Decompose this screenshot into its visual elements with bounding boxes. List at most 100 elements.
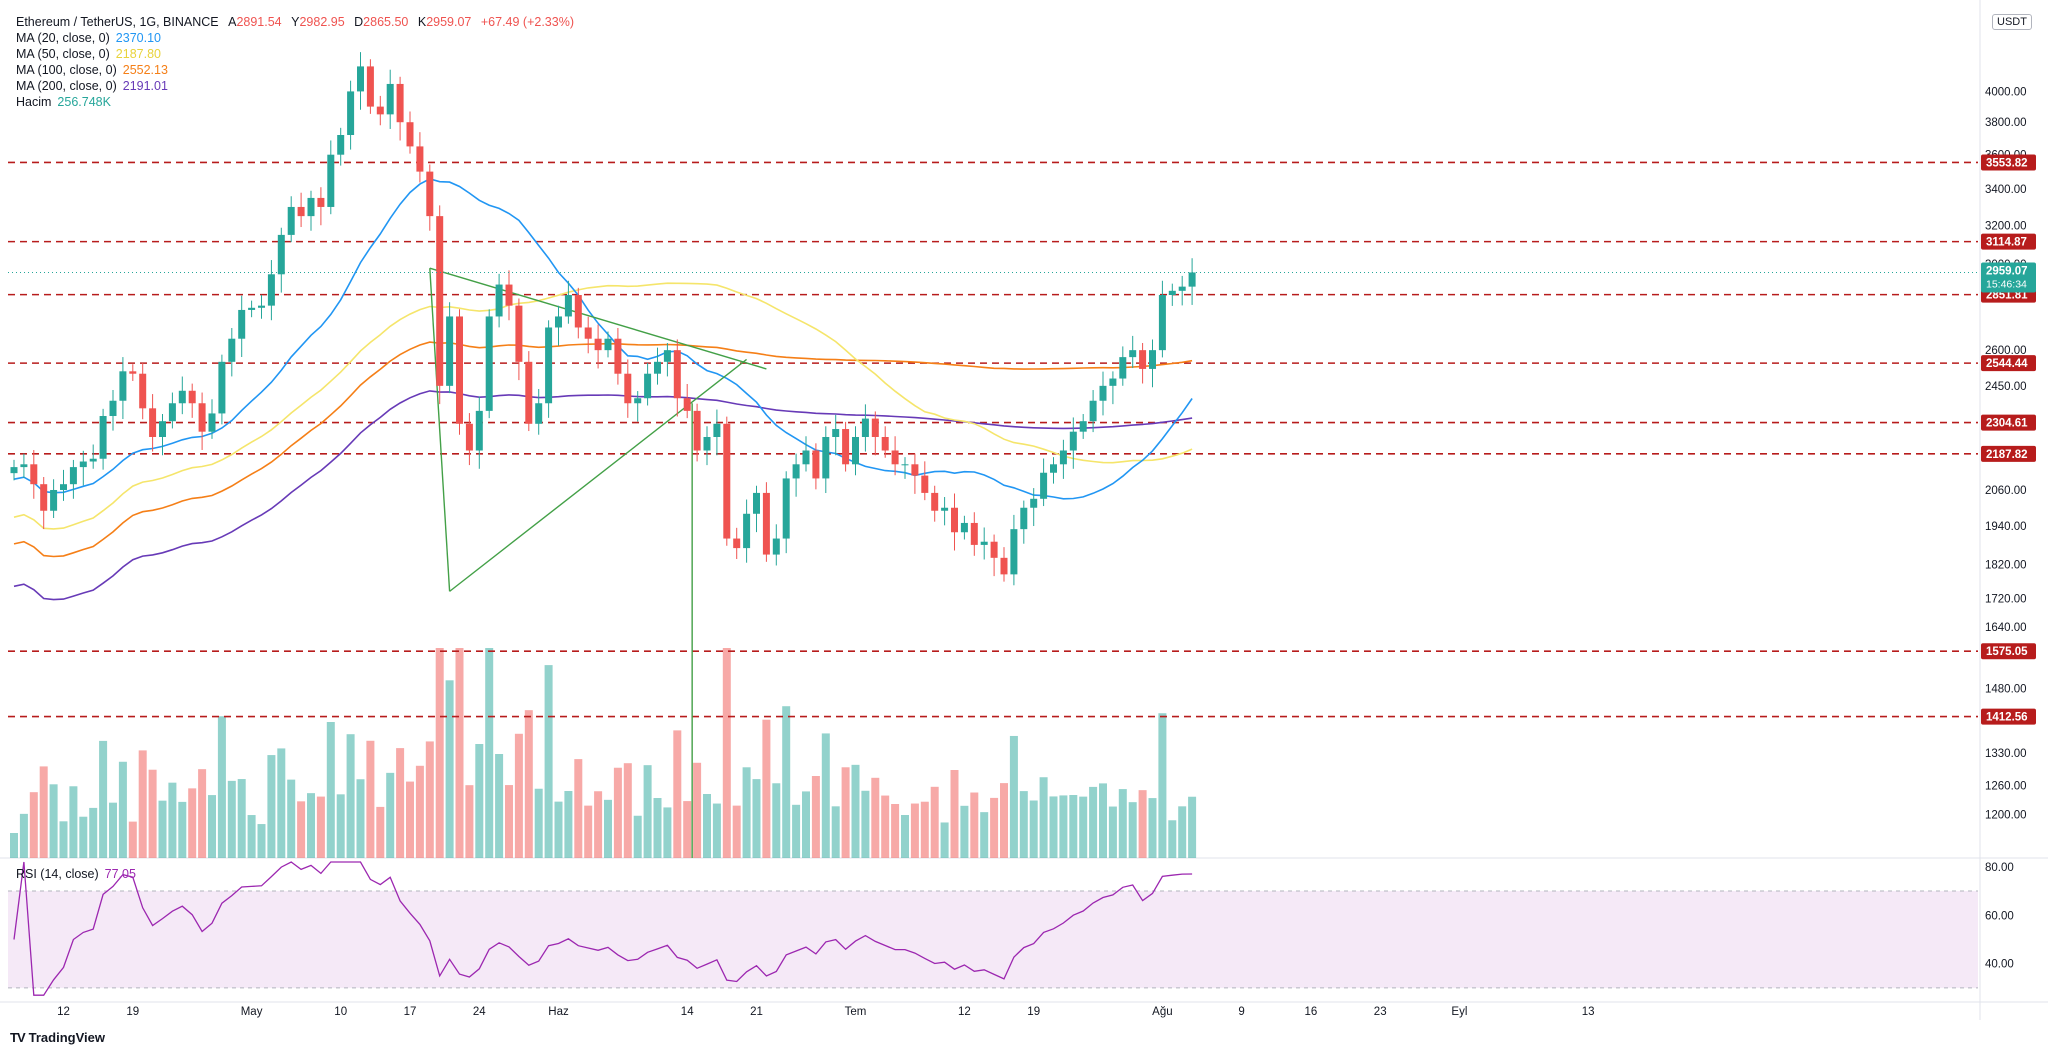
volume-bar [584,805,593,858]
candle-body [931,492,939,511]
candle-body [515,305,523,362]
volume-bar [415,765,424,858]
candle-body [1040,472,1048,499]
volume-bar [1069,795,1078,858]
indicator-ma20[interactable]: MA (20, close, 0) 2370.10 [16,31,161,45]
volume-bar [1148,798,1157,858]
volume-bar [653,798,662,858]
candle-body [119,371,127,401]
candle-body [941,507,949,511]
volume-bar [782,706,791,858]
ma200-line [13,390,1193,601]
time-tick-label: 16 [1305,1006,1318,1018]
candle-body [832,429,840,437]
candle-body [475,410,483,451]
candle-body [376,106,384,115]
rsi-legend[interactable]: RSI (14, close) 77.05 [16,867,136,881]
candle-body [951,507,958,533]
candle-body [188,390,196,404]
currency-badge[interactable]: USDT [1992,14,2032,30]
tradingview-logo[interactable]: TV TradingView [10,1030,105,1045]
volume-bar [544,665,553,858]
volume-bar [495,754,504,858]
price-tick-label: 1330.00 [1985,748,2027,760]
volume-bar [524,710,533,858]
candle-body [139,373,147,409]
volume-bar [39,766,48,858]
volume-bar [881,795,890,858]
candle-body [644,373,652,399]
candle-body [960,522,968,533]
time-tick-label: Eyl [1451,1006,1467,1018]
ma50-line [13,282,1193,530]
time-tick-label: 19 [1027,1006,1040,1018]
candle-body [258,305,265,308]
candle-body [366,66,374,107]
volume-bar [475,744,484,858]
candle-body [1139,350,1147,369]
current-price-tag [1981,262,2036,293]
candle-body [436,216,444,386]
time-tick-label: 19 [126,1006,139,1018]
level-price-tag [1981,233,2036,250]
candle-body [1089,400,1097,422]
volume-bar [109,802,117,858]
rsi-tick-label: 60.00 [1985,910,2014,922]
level-price-label: 1575.05 [1986,646,2028,658]
candle-body [881,436,889,451]
candle-body [129,371,137,374]
time-tick-label: 9 [1238,1006,1244,1018]
level-price-tag [1981,445,2036,462]
price-tick-label: 1200.00 [1985,810,2027,822]
volume-bar [534,788,543,858]
indicator-ma200[interactable]: MA (200, close, 0) 2191.01 [16,79,168,93]
volume-bar [910,803,919,858]
price-tick-label: 3800.00 [1985,117,2027,129]
volume-bar [1108,806,1117,858]
indicator-ma50[interactable]: MA (50, close, 0) 2187.80 [16,47,161,61]
level-price-tag [1981,355,2036,372]
volume-bar [792,804,801,858]
candle-body [723,423,731,539]
indicator-ma100[interactable]: MA (100, close, 0) 2552.13 [16,63,168,77]
volume-bar [128,821,137,858]
candle-body [654,361,661,374]
volume-bar [49,784,58,858]
volume-bar [613,767,622,858]
candle-body [753,492,760,514]
indicator-volume[interactable]: Hacim 256.748K [16,95,111,109]
candle-body [198,403,206,432]
price-tick-label: 1720.00 [1985,593,2027,605]
candle-body [970,522,978,545]
volume-bar [930,786,939,858]
candle-body [426,171,434,217]
candle-body [782,478,790,539]
volume-bar [198,769,207,858]
trend-line-lower [449,358,748,592]
volume-bar [69,786,78,858]
candle-body [564,295,572,317]
candle-body [861,418,869,437]
candle-body [228,338,236,362]
candle-body [386,83,394,115]
volume-bar [1178,806,1187,858]
volume-bar [980,812,989,858]
candle-body [208,413,216,432]
price-tick-label: 4000.00 [1985,86,2027,98]
candle-body [248,307,256,310]
candle-body [545,327,553,404]
candle-body [852,436,859,465]
volume-bar [188,788,197,858]
symbol-title[interactable]: Ethereum / TetherUS, 1G, BINANCE [16,15,219,29]
price-tick-label: 1480.00 [1985,684,2027,696]
volume-bar [346,734,355,858]
volume-bar [920,801,929,858]
candle-body [634,398,642,404]
time-tick-label: Tem [845,1006,867,1018]
candle-body [1188,272,1196,287]
candle-body [1020,507,1028,530]
candle-body [465,423,473,451]
volume-bar [307,793,315,858]
volume-bar [10,833,18,858]
